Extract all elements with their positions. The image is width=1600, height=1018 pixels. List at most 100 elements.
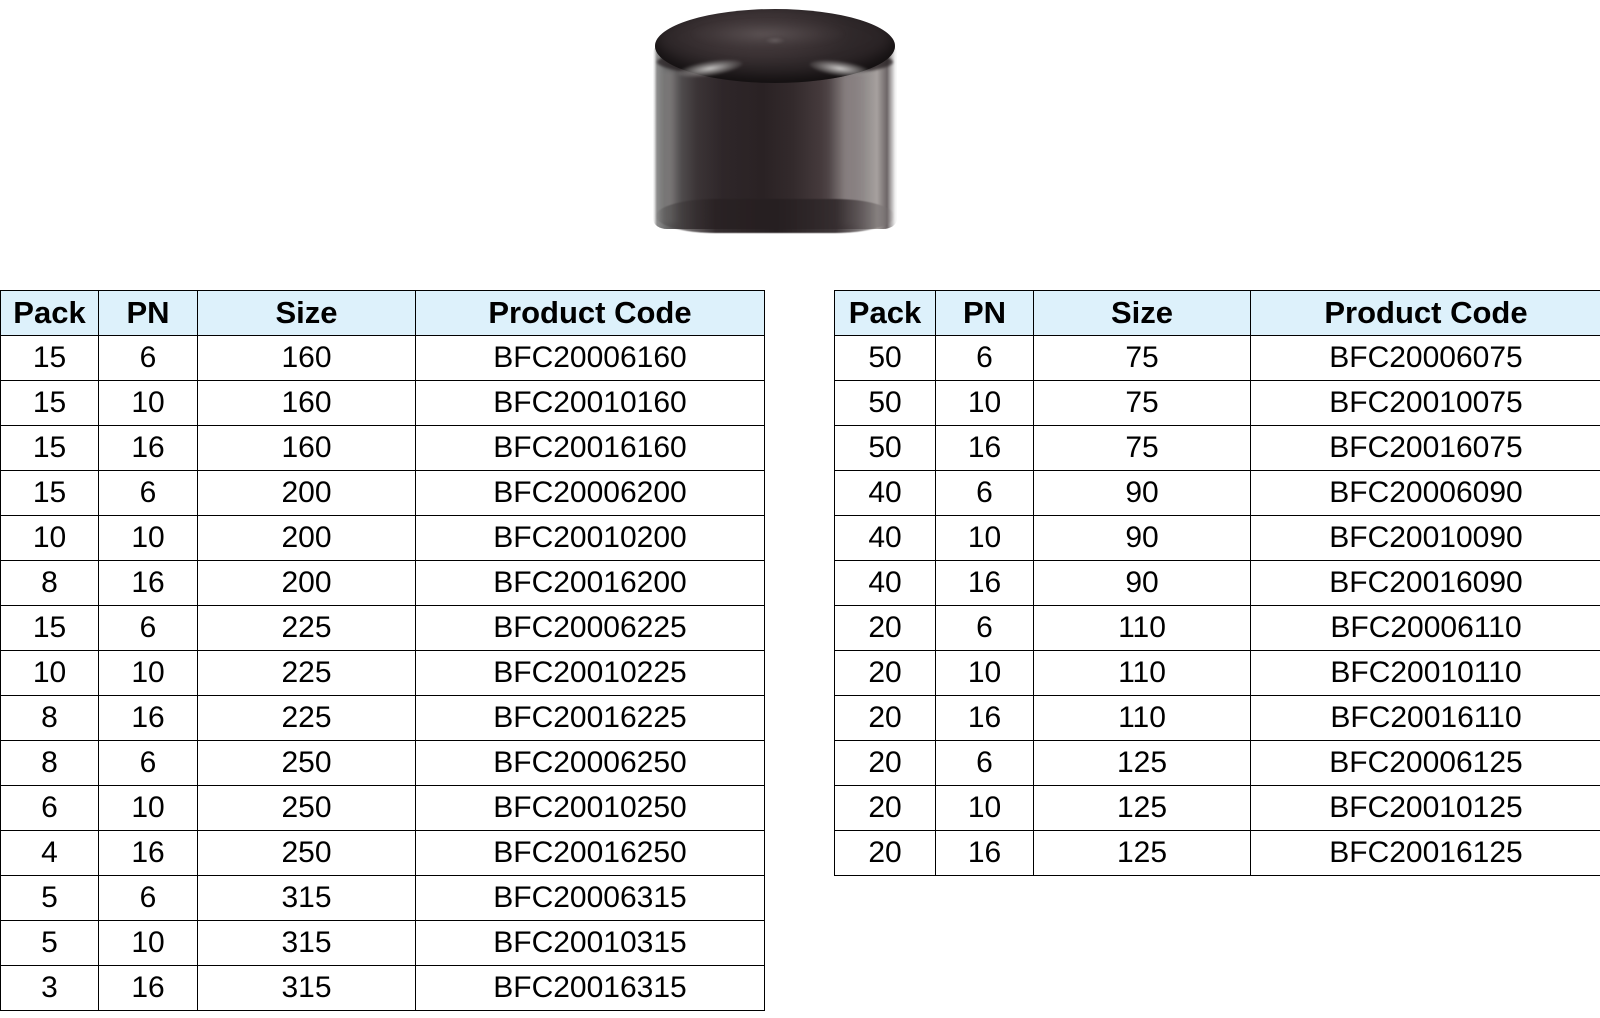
cell-pack: 50 xyxy=(834,335,936,381)
cell-pack: 50 xyxy=(834,425,936,471)
cell-product-code: BFC20016090 xyxy=(1250,560,1600,606)
cell-pack: 8 xyxy=(0,740,99,786)
table-row: 4 16 250 BFC20016250 xyxy=(0,830,765,876)
cell-size: 160 xyxy=(197,425,416,471)
cell-product-code: BFC20006200 xyxy=(415,470,765,516)
cell-pack: 20 xyxy=(834,830,936,876)
cell-size: 110 xyxy=(1033,650,1251,696)
cell-pack: 5 xyxy=(0,875,99,921)
cell-product-code: BFC20010250 xyxy=(415,785,765,831)
table-row: 10 10 200 BFC20010200 xyxy=(0,515,765,561)
table-row: 50 10 75 BFC20010075 xyxy=(834,380,1600,426)
cell-product-code: BFC20006225 xyxy=(415,605,765,651)
cell-pn: 10 xyxy=(935,785,1034,831)
cell-size: 125 xyxy=(1033,830,1251,876)
cell-size: 315 xyxy=(197,965,416,1011)
cell-size: 315 xyxy=(197,920,416,966)
cell-pn: 6 xyxy=(935,740,1034,786)
cell-pn: 6 xyxy=(98,335,198,381)
table-row: 5 10 315 BFC20010315 xyxy=(0,920,765,966)
cell-pn: 10 xyxy=(98,920,198,966)
table-row: 8 16 200 BFC20016200 xyxy=(0,560,765,606)
cell-pn: 16 xyxy=(935,830,1034,876)
cell-size: 160 xyxy=(197,380,416,426)
cell-pn: 6 xyxy=(98,605,198,651)
cell-pack: 40 xyxy=(834,470,936,516)
cell-product-code: BFC20006075 xyxy=(1250,335,1600,381)
table-row: 15 6 160 BFC20006160 xyxy=(0,335,765,381)
cell-size: 75 xyxy=(1033,335,1251,381)
cell-pack: 40 xyxy=(834,560,936,606)
cell-pn: 6 xyxy=(98,875,198,921)
cell-product-code: BFC20010315 xyxy=(415,920,765,966)
table-row: 6 10 250 BFC20010250 xyxy=(0,785,765,831)
table-row: 15 6 200 BFC20006200 xyxy=(0,470,765,516)
cell-pn: 10 xyxy=(98,380,198,426)
cell-size: 250 xyxy=(197,740,416,786)
cell-pn: 10 xyxy=(935,650,1034,696)
cell-product-code: BFC20006160 xyxy=(415,335,765,381)
cell-pn: 6 xyxy=(935,335,1034,381)
product-code-table-left: Pack PN Size Product Code 15 6 160 BFC20006… xyxy=(0,290,765,1011)
column-header-pn: PN xyxy=(98,290,198,336)
cell-product-code: BFC20010200 xyxy=(415,515,765,561)
cell-size: 225 xyxy=(197,695,416,741)
cell-pn: 10 xyxy=(98,515,198,561)
cell-pn: 6 xyxy=(98,470,198,516)
table-row: 20 16 110 BFC20016110 xyxy=(834,695,1600,741)
cell-size: 250 xyxy=(197,785,416,831)
cell-pack: 15 xyxy=(0,605,99,651)
cell-pack: 15 xyxy=(0,470,99,516)
cell-pn: 10 xyxy=(935,515,1034,561)
cell-product-code: BFC20006250 xyxy=(415,740,765,786)
table-header-row: Pack PN Size Product Code xyxy=(0,290,765,336)
black-pipe-end-cap-image xyxy=(653,9,897,233)
cell-size: 125 xyxy=(1033,740,1251,786)
table-row: 10 10 225 BFC20010225 xyxy=(0,650,765,696)
cell-size: 75 xyxy=(1033,380,1251,426)
cap-body-gloss-left xyxy=(659,71,681,223)
table-row: 20 6 110 BFC20006110 xyxy=(834,605,1600,651)
cap-lid-gate-mark xyxy=(763,36,787,45)
table-row: 50 6 75 BFC20006075 xyxy=(834,335,1600,381)
table-row: 20 10 110 BFC20010110 xyxy=(834,650,1600,696)
cell-pn: 10 xyxy=(98,650,198,696)
cell-pn: 6 xyxy=(98,740,198,786)
table-row: 20 6 125 BFC20006125 xyxy=(834,740,1600,786)
cell-product-code: BFC20010110 xyxy=(1250,650,1600,696)
cell-pack: 6 xyxy=(0,785,99,831)
table-row: 40 10 90 BFC20010090 xyxy=(834,515,1600,561)
column-header-size: Size xyxy=(197,290,416,336)
cell-product-code: BFC20016110 xyxy=(1250,695,1600,741)
cell-pn: 16 xyxy=(935,425,1034,471)
cell-product-code: BFC20010225 xyxy=(415,650,765,696)
product-code-table-right: Pack PN Size Product Code 50 6 75 BFC200060… xyxy=(834,290,1600,876)
cell-pn: 16 xyxy=(98,830,198,876)
table-row: 15 6 225 BFC20006225 xyxy=(0,605,765,651)
cell-pack: 20 xyxy=(834,740,936,786)
table-row: 20 16 125 BFC20016125 xyxy=(834,830,1600,876)
table-row: 40 6 90 BFC20006090 xyxy=(834,470,1600,516)
table-row: 20 10 125 BFC20010125 xyxy=(834,785,1600,831)
cell-size: 90 xyxy=(1033,560,1251,606)
cell-pack: 8 xyxy=(0,695,99,741)
cell-size: 315 xyxy=(197,875,416,921)
cell-product-code: BFC20016125 xyxy=(1250,830,1600,876)
cell-product-code: BFC20010090 xyxy=(1250,515,1600,561)
cell-size: 125 xyxy=(1033,785,1251,831)
cell-pn: 16 xyxy=(98,560,198,606)
cell-product-code: BFC20006125 xyxy=(1250,740,1600,786)
cell-pack: 15 xyxy=(0,380,99,426)
cell-product-code: BFC20006110 xyxy=(1250,605,1600,651)
column-header-pack: Pack xyxy=(0,290,99,336)
table-row: 50 16 75 BFC20016075 xyxy=(834,425,1600,471)
cell-pack: 50 xyxy=(834,380,936,426)
cell-pn: 10 xyxy=(935,380,1034,426)
cell-pn: 6 xyxy=(935,605,1034,651)
table-row: 15 16 160 BFC20016160 xyxy=(0,425,765,471)
cell-pack: 3 xyxy=(0,965,99,1011)
cell-pack: 10 xyxy=(0,515,99,561)
product-image-area xyxy=(0,0,1600,270)
cell-pack: 40 xyxy=(834,515,936,561)
cell-product-code: BFC20016200 xyxy=(415,560,765,606)
